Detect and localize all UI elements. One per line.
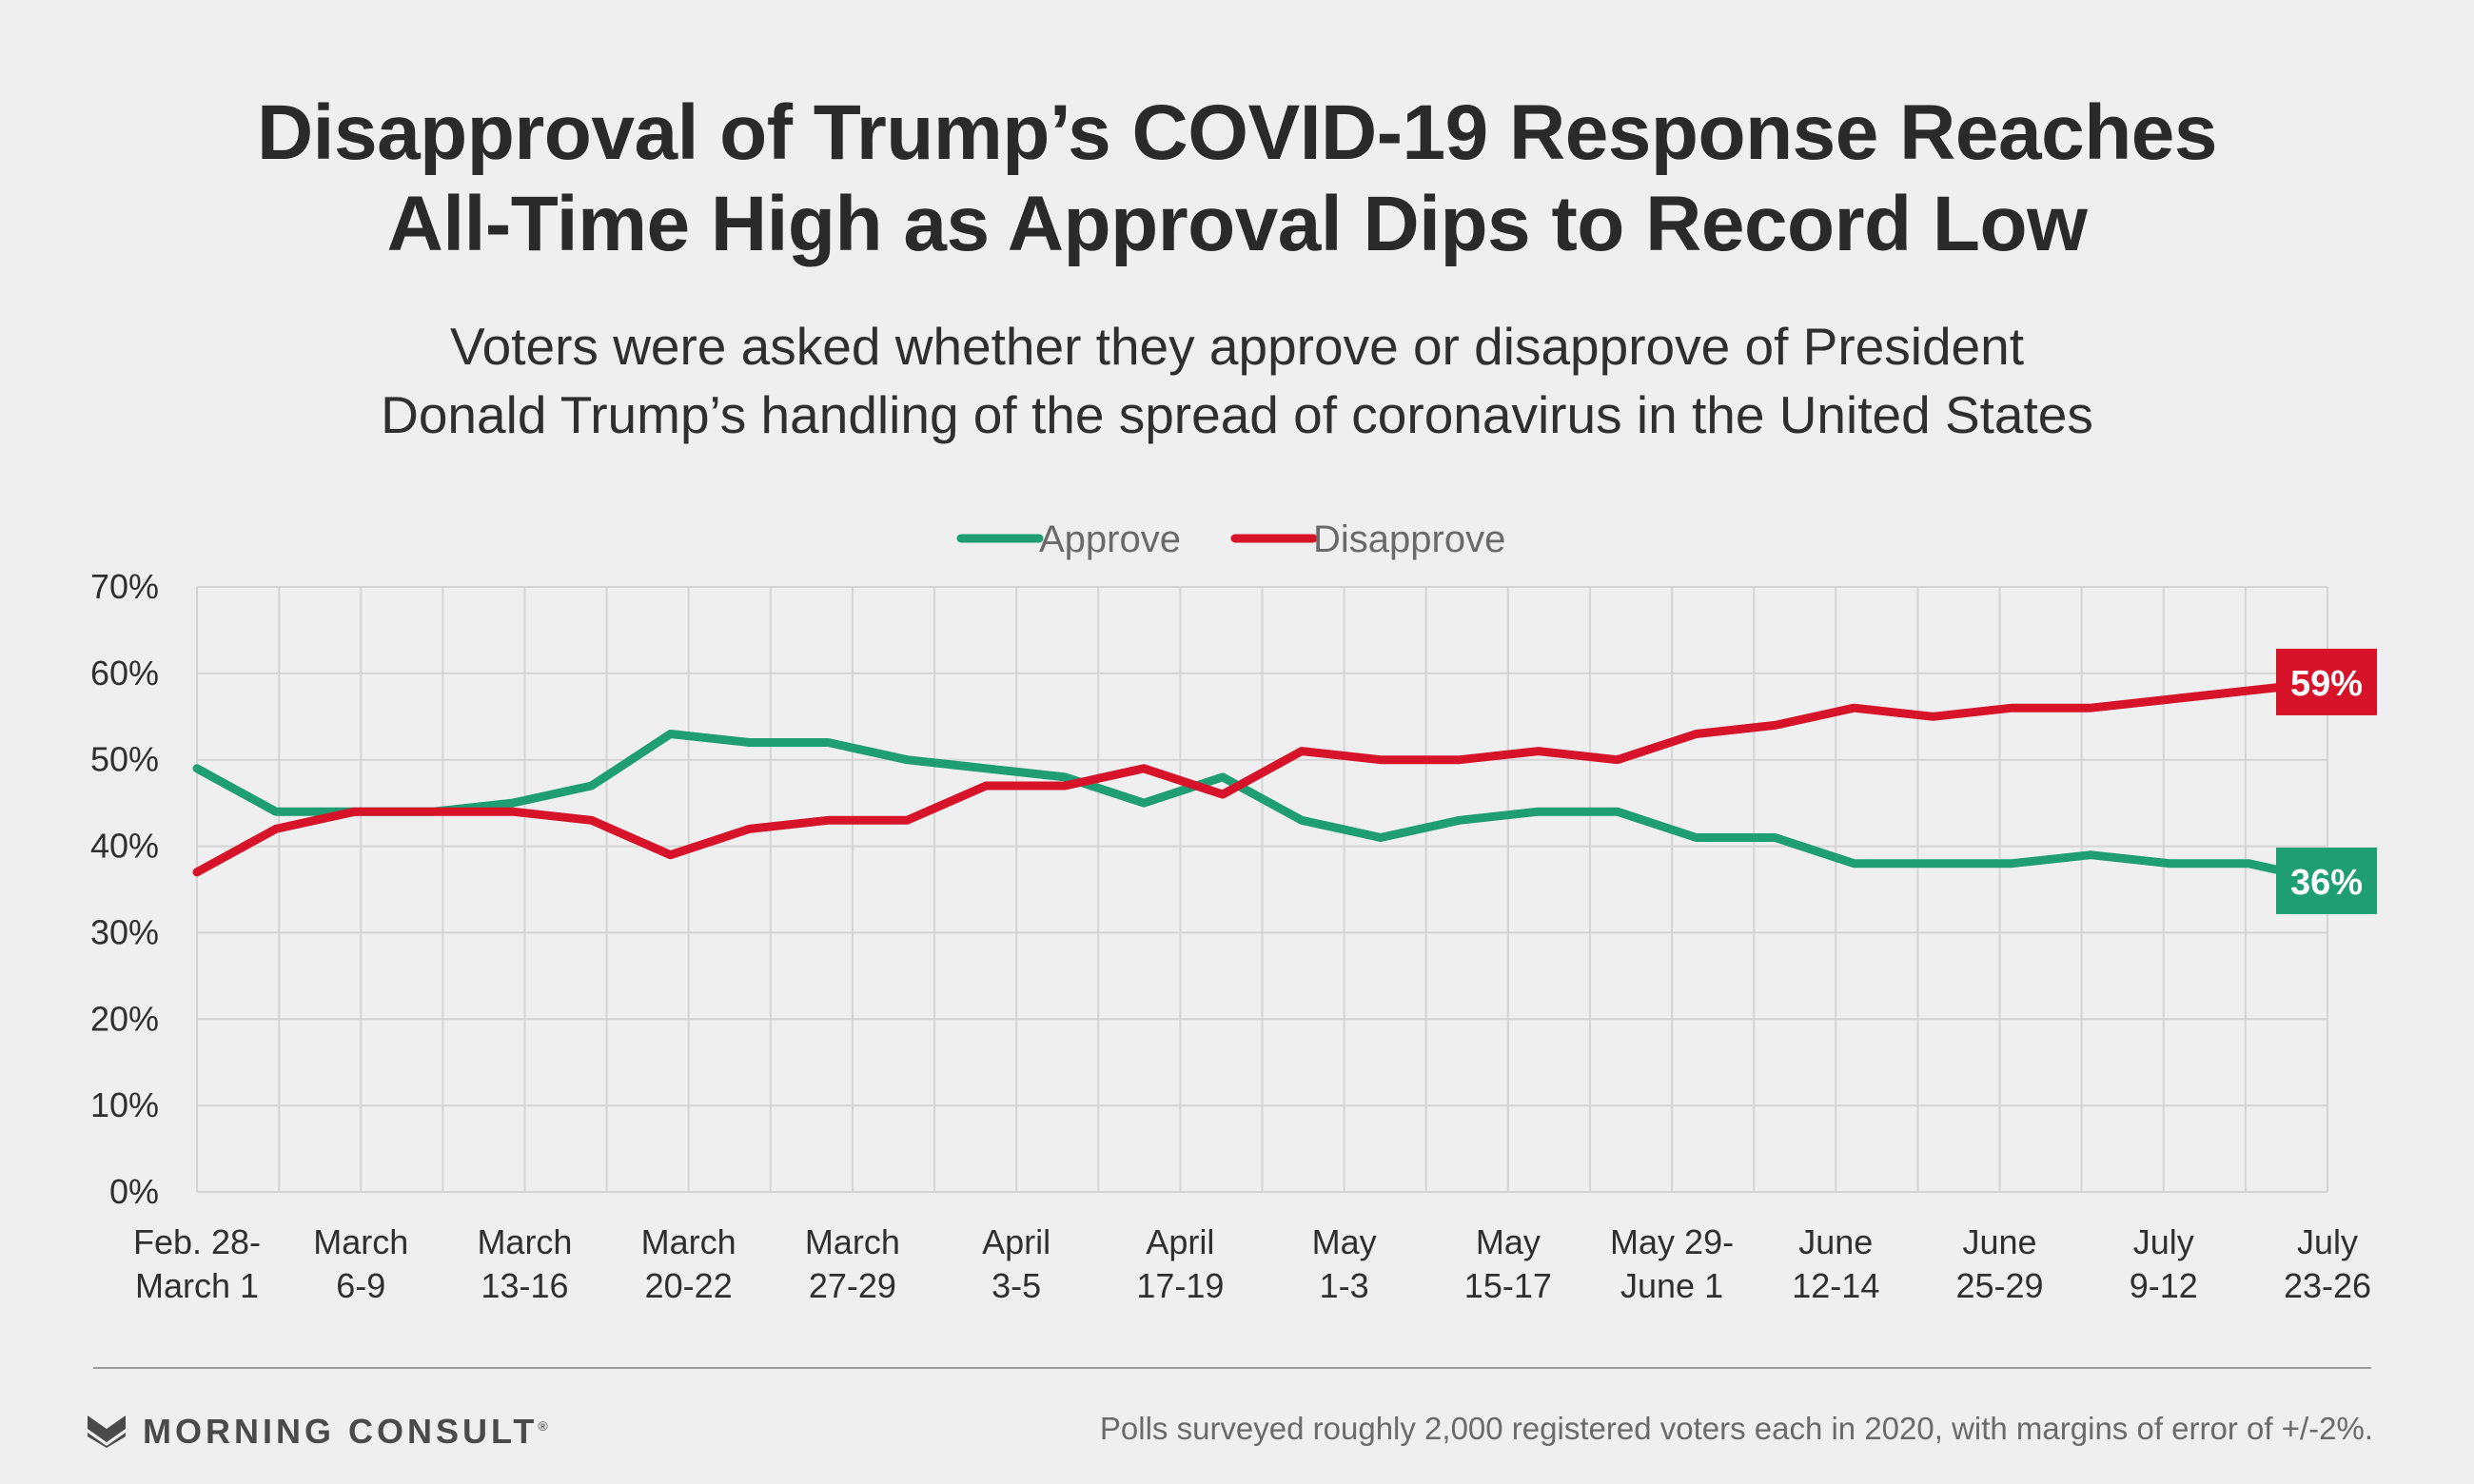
y-tick-label: 40% — [90, 827, 159, 866]
x-tick-label-line: May 29- — [1610, 1222, 1734, 1261]
x-tick-label-line: 25-29 — [1955, 1266, 2043, 1305]
x-tick-label-line: June — [1798, 1222, 1873, 1261]
registered-mark: ® — [538, 1418, 552, 1434]
x-tick-label: July 9-12 — [2130, 1222, 2198, 1305]
morning-consult-logo-icon — [88, 1416, 126, 1448]
x-tick-label-line: July — [2133, 1222, 2194, 1261]
x-axis: Feb. 28- March 1 March 6-9 March 13-16 March 20… — [133, 1222, 2371, 1305]
y-axis: 0% 10% 20% 30% 40% 50% 60% 70% — [90, 567, 159, 1211]
y-tick-label: 10% — [90, 1085, 159, 1124]
x-tick-label: April 17-19 — [1136, 1222, 1224, 1305]
x-tick-label: April 3-5 — [982, 1222, 1050, 1305]
chart-title: Disapproval of Trump’s COVID-19 Response… — [0, 88, 2474, 270]
x-tick-label-line: March — [477, 1222, 572, 1261]
x-tick-label-line: Feb. 28- — [133, 1222, 261, 1261]
x-tick-label: March 27-29 — [805, 1222, 900, 1305]
x-tick-label-line: 6-9 — [336, 1266, 385, 1305]
footer-divider — [93, 1367, 2371, 1369]
x-tick-label: May 15-17 — [1464, 1222, 1552, 1305]
x-tick-label: June 12-14 — [1792, 1222, 1879, 1305]
x-tick-label-line: May — [1312, 1222, 1377, 1261]
x-tick-label-line: 1-3 — [1320, 1266, 1369, 1305]
x-tick-label-line: June — [1962, 1222, 2036, 1261]
x-tick-label: May 1-3 — [1312, 1222, 1377, 1305]
end-labels: 36% 59% — [2276, 648, 2377, 914]
series-line-approve — [192, 730, 2332, 886]
x-tick-label-line: 23-26 — [2284, 1266, 2371, 1305]
x-tick-label-line: March 1 — [135, 1266, 259, 1305]
series-line-disapprove — [192, 677, 2332, 877]
x-tick-label-line: March — [805, 1222, 900, 1261]
chart-subtitle: Voters were asked whether they approve o… — [0, 312, 2474, 449]
x-tick-label-line: April — [1146, 1222, 1214, 1261]
title-line-1: Disapproval of Trump’s COVID-19 Response… — [256, 89, 2218, 176]
footnote: Polls surveyed roughly 2,000 registered … — [1099, 1411, 2373, 1446]
x-tick-label-line: 9-12 — [2130, 1266, 2198, 1305]
y-tick-label: 0% — [109, 1172, 159, 1211]
x-tick-label-line: March — [641, 1222, 736, 1261]
x-tick-label: March 20-22 — [641, 1222, 736, 1305]
subtitle-line-1: Voters were asked whether they approve o… — [449, 317, 2024, 376]
x-tick-label-line: 12-14 — [1792, 1266, 1879, 1305]
x-tick-label-line: 20-22 — [645, 1266, 733, 1305]
y-tick-label: 30% — [90, 912, 159, 951]
grid — [196, 586, 2328, 1193]
x-tick-label: March 6-9 — [313, 1222, 408, 1305]
title-line-2: All-Time High as Approval Dips to Record… — [386, 181, 2088, 267]
x-tick-label: March 13-16 — [477, 1222, 572, 1305]
y-tick-label: 60% — [90, 654, 159, 693]
subtitle-line-2: Donald Trump’s handling of the spread of… — [381, 385, 2093, 444]
x-tick-label-line: March — [313, 1222, 408, 1261]
legend: Approve Disapprove — [956, 518, 1505, 560]
brand: MORNING CONSULT® — [88, 1408, 552, 1455]
end-label-box-disapprove — [2276, 648, 2377, 715]
x-tick-label: May 29- June 1 — [1610, 1222, 1734, 1305]
series-lines — [192, 677, 2332, 886]
y-tick-label: 70% — [90, 567, 159, 606]
x-tick-label-line: 13-16 — [481, 1266, 568, 1305]
x-tick-label: July 23-26 — [2284, 1222, 2371, 1305]
x-tick-label-line: June 1 — [1620, 1266, 1723, 1305]
legend-label-approve: Approve — [1039, 518, 1181, 560]
x-tick-label: Feb. 28- March 1 — [133, 1222, 261, 1305]
y-tick-label: 50% — [90, 740, 159, 779]
y-tick-label: 20% — [90, 999, 159, 1038]
x-tick-label-line: April — [982, 1222, 1050, 1261]
x-tick-label-line: May — [1476, 1222, 1541, 1261]
end-label-box-approve — [2276, 847, 2377, 914]
x-tick-label-line: 3-5 — [992, 1266, 1041, 1305]
x-tick-label-line: 27-29 — [809, 1266, 896, 1305]
x-tick-label: June 25-29 — [1955, 1222, 2043, 1305]
end-label-disapprove: 59% — [2290, 664, 2363, 704]
x-tick-label-line: 17-19 — [1136, 1266, 1224, 1305]
x-tick-label-line: 15-17 — [1464, 1266, 1552, 1305]
legend-label-disapprove: Disapprove — [1313, 518, 1505, 560]
brand-name: MORNING CONSULT® — [143, 1412, 552, 1451]
x-tick-label-line: July — [2297, 1222, 2358, 1261]
end-label-approve: 36% — [2290, 863, 2363, 903]
